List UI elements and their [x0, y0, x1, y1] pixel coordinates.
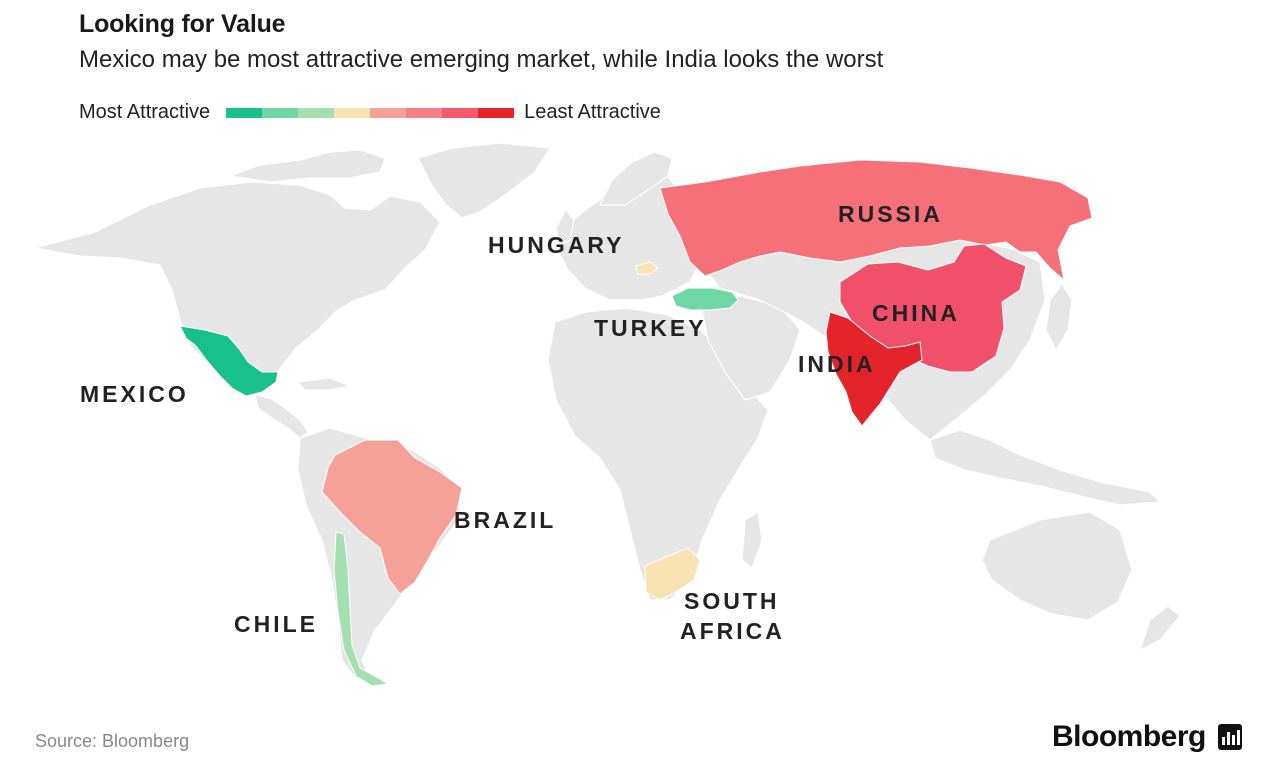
country-hungary — [635, 261, 659, 275]
label-china: CHINA — [872, 300, 960, 326]
land-central-america — [254, 394, 309, 439]
label-hungary: HUNGARY — [488, 232, 624, 258]
label-india: INDIA — [798, 351, 876, 377]
land-africa — [547, 307, 769, 601]
legend-swatch — [262, 107, 299, 118]
land-uk — [555, 209, 575, 247]
label-south-africa-line1: SOUTH — [684, 588, 780, 614]
legend-high-label: Least Attractive — [524, 101, 661, 123]
legend-swatch — [478, 107, 515, 118]
land-new-zealand — [1139, 605, 1181, 651]
highlighted-countries — [179, 159, 1093, 687]
label-south-africa-line2: AFRICA — [680, 618, 785, 644]
country-brazil — [321, 439, 463, 595]
label-mexico: MEXICO — [80, 381, 189, 407]
label-chile: CHILE — [234, 611, 318, 637]
land-australia — [981, 511, 1133, 621]
land-arctic-islands — [229, 149, 386, 183]
chart-title: Looking for Value — [79, 10, 286, 38]
country-turkey — [671, 287, 739, 311]
label-russia: RUSSIA — [838, 201, 943, 227]
chart-subtitle: Mexico may be most attractive emerging m… — [79, 46, 884, 73]
country-russia — [659, 159, 1093, 281]
legend-scale — [226, 107, 515, 118]
legend-swatch — [298, 107, 335, 118]
land-scandinavia — [599, 151, 673, 206]
country-south-africa — [644, 547, 701, 601]
legend-swatch — [442, 107, 479, 118]
land-north-america — [34, 181, 441, 396]
country-labels: MEXICO CHILE BRAZIL SOUTH AFRICA HUNGARY… — [80, 201, 960, 644]
source-note: Source: Bloomberg — [35, 731, 190, 751]
land-caribbean — [297, 377, 351, 391]
country-india — [825, 311, 923, 427]
legend-swatch — [334, 107, 371, 118]
country-mexico — [179, 325, 279, 397]
land-southeast-asia — [929, 429, 1161, 506]
bloomberg-terminal-icon — [1217, 724, 1242, 750]
land-middle-east — [699, 295, 801, 401]
land-japan — [1045, 283, 1073, 351]
bloomberg-logo: Bloomberg — [1052, 720, 1242, 754]
color-legend: Most Attractive Least Attractive — [79, 101, 661, 124]
label-turkey: TURKEY — [594, 315, 707, 341]
country-chile — [333, 531, 389, 687]
legend-swatch — [226, 107, 263, 118]
land-madagascar — [741, 511, 763, 569]
legend-swatch — [370, 107, 407, 118]
label-brazil: BRAZIL — [454, 507, 556, 533]
brand-wordmark: Bloomberg — [1052, 720, 1206, 753]
legend-swatch — [406, 107, 443, 118]
legend-low-label: Most Attractive — [79, 101, 211, 123]
land-greenland — [417, 142, 551, 219]
